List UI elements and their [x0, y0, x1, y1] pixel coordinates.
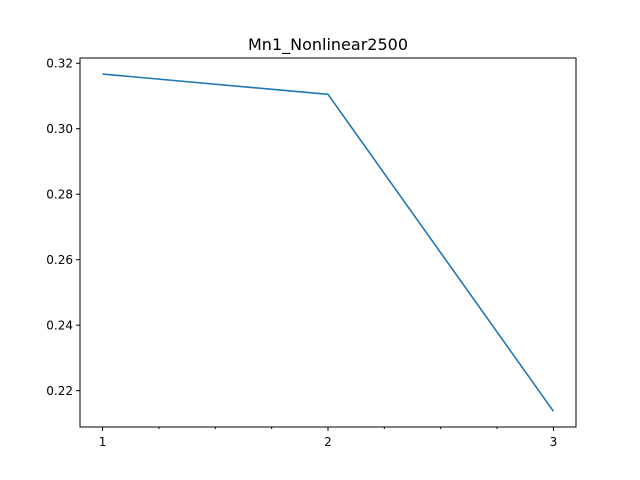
x-tick-label: 1: [99, 435, 107, 449]
y-tick-label: 0.22: [46, 384, 73, 398]
series-line: [102, 73, 555, 412]
y-tick-label: 0.24: [46, 319, 73, 333]
y-tick-label: 0.30: [46, 122, 73, 136]
y-tick-label: 0.28: [46, 188, 73, 202]
x-tick-label: 2: [324, 435, 332, 449]
x-tick-label: 3: [550, 435, 558, 449]
axes-frame: [79, 57, 577, 428]
plot-area: 0.22 0.24 0.26 0.28 0.30 0.32 1 2 3: [46, 57, 557, 449]
chart-title: Mn1_Nonlinear2500: [248, 35, 408, 55]
y-tick-label: 0.26: [46, 253, 73, 267]
y-tick-label: 0.32: [46, 57, 73, 71]
